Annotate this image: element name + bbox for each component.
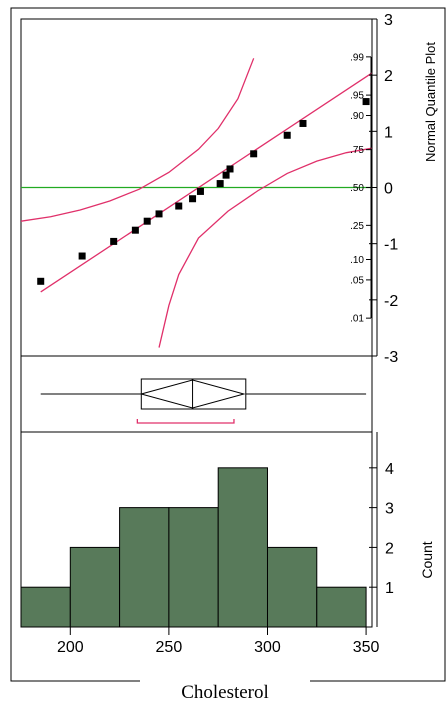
probability-tick-label: .75 xyxy=(350,145,364,156)
quantile-point xyxy=(78,252,86,260)
probability-tick-label: .95 xyxy=(350,91,364,102)
histogram-bar xyxy=(266,546,318,628)
quantile-point xyxy=(110,237,118,245)
probability-tick-label: .05 xyxy=(350,275,364,286)
quantile-axis-title: Normal Quantile Plot xyxy=(423,42,438,162)
figure-frame xyxy=(10,7,446,682)
quantile-axis-tick-label: -1 xyxy=(384,237,398,254)
normal-fit-line xyxy=(40,72,372,293)
confidence-curve-upper xyxy=(21,58,255,222)
histogram-bar xyxy=(69,546,121,628)
probability-tick-label: .10 xyxy=(350,255,364,266)
count-axis-tick-label: 1 xyxy=(385,580,394,597)
quantile-point xyxy=(216,180,224,188)
probability-tick-label: .25 xyxy=(350,221,364,232)
count-axis-tick-label: 3 xyxy=(385,501,394,518)
histogram-bar xyxy=(168,507,219,628)
quantile-axis-tick-label: -3 xyxy=(384,349,398,366)
probability-tick-label: .90 xyxy=(350,111,364,122)
count-axis-tick-label: 2 xyxy=(385,540,394,557)
quartile-box xyxy=(140,378,247,410)
count-axis-tick-label: 4 xyxy=(385,461,394,478)
shortest-half-bracket xyxy=(136,419,235,424)
probability-tick-label: .50 xyxy=(350,183,364,194)
quantile-point xyxy=(226,165,234,173)
axes: 3 2 1 0 -1 -2 -3 Normal Quantile Plot 1 2 3 4 Count 2… xyxy=(21,12,438,656)
quantile-axis-tick-label: -2 xyxy=(384,293,398,310)
outer-frame xyxy=(10,7,446,682)
quantile-axis-tick-label: 3 xyxy=(384,12,393,29)
x-axis-tick-label: 350 xyxy=(353,639,380,656)
histogram-panel xyxy=(20,431,373,628)
quantile-point xyxy=(196,187,204,195)
quantile-axis-tick-label: 0 xyxy=(384,181,393,198)
x-axis-tick-label: 300 xyxy=(254,639,281,656)
quantile-point xyxy=(283,131,291,139)
quantile-point xyxy=(143,217,151,225)
quantile-point xyxy=(299,119,307,127)
histogram-bar xyxy=(20,586,71,628)
histogram-bar xyxy=(217,467,268,628)
quantile-point xyxy=(155,210,163,218)
x-axis-tick-label: 250 xyxy=(156,639,183,656)
histogram-bar xyxy=(316,586,367,628)
normal-quantile-panel: .99 .95 .90 .75 .50 .25 .10 .05 .01 xyxy=(20,18,373,357)
probability-tick-label: .01 xyxy=(350,314,364,325)
means-diamond xyxy=(139,379,246,409)
confidence-curve-lower xyxy=(158,147,372,348)
histogram-bar xyxy=(119,507,170,628)
x-axis-title: Cholesterol xyxy=(181,682,269,703)
quantile-axis-tick-label: 2 xyxy=(384,68,393,85)
quantile-point xyxy=(189,195,197,203)
quantile-point xyxy=(37,277,45,285)
quantile-point xyxy=(250,150,258,158)
quantile-point xyxy=(131,226,139,234)
quantile-point xyxy=(362,98,370,106)
quantile-point xyxy=(222,171,230,179)
quantile-axis-tick-label: 1 xyxy=(384,124,393,141)
quantile-point xyxy=(175,202,183,210)
probability-tick-label: .99 xyxy=(350,52,364,63)
outlier-box-panel xyxy=(20,355,373,433)
x-axis-tick-label: 200 xyxy=(57,639,84,656)
count-axis-title: Count xyxy=(419,541,435,578)
